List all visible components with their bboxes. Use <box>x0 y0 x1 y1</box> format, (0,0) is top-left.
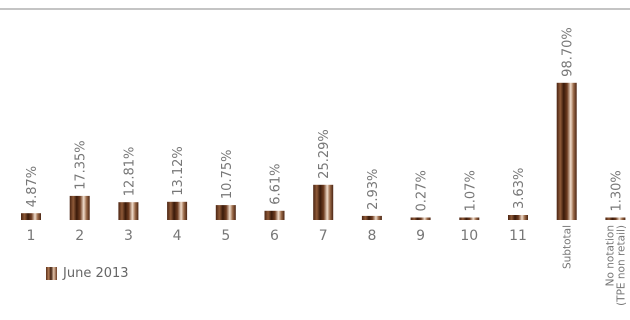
data-label: 4.87% <box>25 166 40 207</box>
data-label: 1.30% <box>609 170 624 211</box>
bar <box>118 202 139 220</box>
bar <box>361 215 382 220</box>
category-label: No notation <box>604 225 616 286</box>
bar <box>313 184 334 220</box>
legend-swatch <box>46 267 57 280</box>
category-label: 10 <box>460 228 478 244</box>
data-label: 98.70% <box>561 27 576 77</box>
category-label: 6 <box>270 228 279 244</box>
bar <box>459 217 480 220</box>
data-label: 0.27% <box>415 170 430 211</box>
data-label: 6.61% <box>269 163 284 204</box>
legend-label: June 2013 <box>63 266 129 281</box>
data-label: 13.12% <box>171 146 186 196</box>
data-label: 25.29% <box>317 129 332 179</box>
bar <box>215 205 236 220</box>
bar <box>605 217 626 220</box>
category-label: 2 <box>75 228 84 244</box>
bar <box>69 195 90 220</box>
category-label: 5 <box>221 228 230 244</box>
category-label: 4 <box>173 228 182 244</box>
bar <box>264 210 285 220</box>
bar <box>410 217 431 220</box>
data-label: 17.35% <box>74 140 89 190</box>
category-label: (TPE non retail) <box>615 225 627 306</box>
bar <box>556 82 577 220</box>
data-label: 12.81% <box>122 147 137 197</box>
category-label: 11 <box>509 228 527 244</box>
bar <box>167 201 188 220</box>
category-label: 3 <box>124 228 133 244</box>
data-label: 1.07% <box>463 170 478 211</box>
data-label: 10.75% <box>220 150 235 200</box>
category-label: 8 <box>367 228 376 244</box>
bar <box>508 215 528 220</box>
data-label: 3.63% <box>512 168 527 209</box>
data-label: 2.93% <box>366 169 381 210</box>
category-label: 9 <box>416 228 425 244</box>
legend: June 2013 <box>46 266 129 281</box>
category-label: 7 <box>319 228 328 244</box>
category-label: 1 <box>27 228 36 244</box>
category-label: Subtotal <box>562 225 574 269</box>
bar <box>21 213 41 220</box>
